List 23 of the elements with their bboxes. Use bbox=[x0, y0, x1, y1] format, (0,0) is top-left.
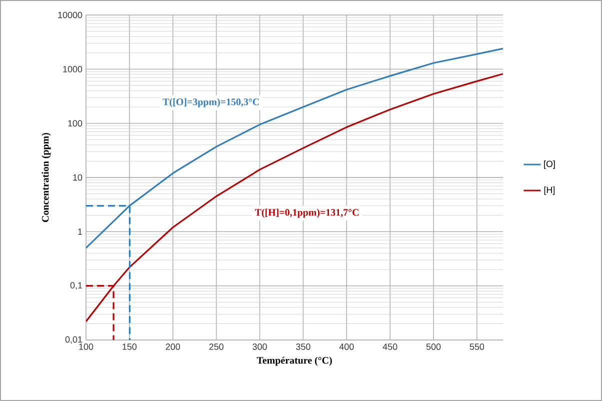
legend-label: [O] bbox=[544, 160, 555, 169]
x-tick-label: 200 bbox=[166, 344, 180, 350]
y-tick-label: 10000 bbox=[58, 12, 82, 18]
x-tick-label: 500 bbox=[426, 344, 441, 350]
x-tick-label: 350 bbox=[296, 344, 310, 350]
x-tick-label: 450 bbox=[382, 344, 398, 350]
annotation: T([H]=0,1ppm)=131,7°C bbox=[254, 208, 358, 218]
y-tick-label: 1 bbox=[78, 228, 82, 235]
x-tick-label: 100 bbox=[79, 344, 94, 350]
annotation: T([O]=3ppm)=150,3°C bbox=[162, 98, 259, 108]
x-tick-label: 550 bbox=[470, 344, 484, 350]
x-tick-label: 300 bbox=[252, 344, 267, 350]
y-tick-label: 10 bbox=[73, 174, 82, 181]
y-axis-title: Concentration (ppm) bbox=[42, 132, 51, 222]
x-tick-label: 400 bbox=[339, 344, 354, 350]
y-tick-label: 0,1 bbox=[70, 282, 82, 290]
x-tick-label: 150 bbox=[122, 344, 137, 350]
y-tick-label: 100 bbox=[68, 120, 82, 127]
y-tick-label: 0,01 bbox=[65, 336, 82, 344]
legend-label: [H] bbox=[544, 186, 555, 195]
x-axis-title: Température (°C) bbox=[256, 356, 332, 366]
y-tick-label: 1000 bbox=[63, 66, 82, 72]
x-tick-label: 250 bbox=[209, 344, 224, 350]
